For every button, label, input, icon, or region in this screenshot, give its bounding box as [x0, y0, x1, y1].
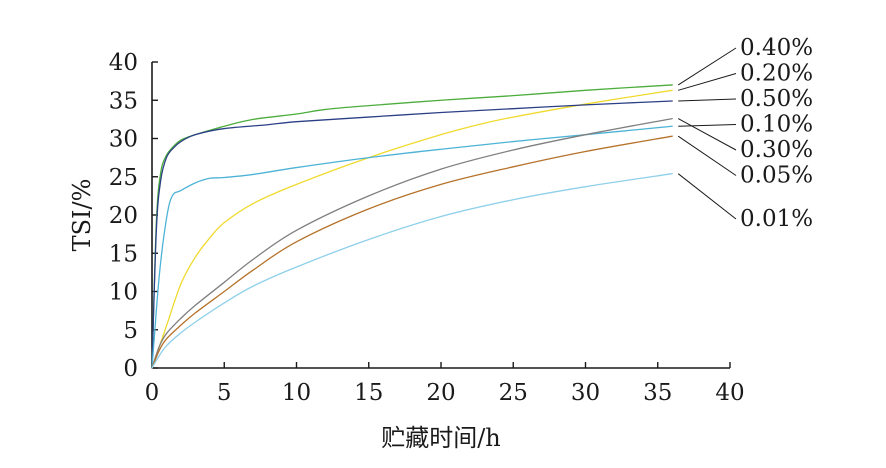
x-axis-title: 贮藏时间/h — [381, 424, 501, 452]
y-tick-label: 20 — [109, 203, 138, 229]
series-lines — [151, 84, 673, 369]
leader-line-020 — [678, 73, 737, 91]
x-tick-label: 35 — [643, 380, 672, 406]
y-tick-label: 40 — [109, 50, 138, 76]
y-tick-label: 25 — [109, 165, 138, 191]
series-label-005: 0.05% — [740, 163, 813, 189]
series-label-040: 0.40% — [740, 35, 813, 61]
x-tick-label: 0 — [145, 380, 160, 406]
series-line-001 — [151, 173, 673, 369]
y-axis-title: TSI/% — [68, 179, 96, 252]
y-tick-label: 0 — [123, 356, 138, 382]
x-tick-label: 15 — [354, 380, 383, 406]
leader-line-050 — [678, 98, 737, 102]
x-ticks: 0 5 10 15 20 25 30 35 40 — [145, 362, 745, 406]
series-label-001: 0.01% — [740, 206, 813, 232]
series-line-040 — [151, 84, 673, 369]
y-tick-label: 35 — [109, 88, 138, 114]
x-tick-label: 5 — [217, 380, 232, 406]
y-tick-label: 30 — [109, 127, 138, 153]
leader-line-001 — [677, 173, 737, 220]
series-label-010: 0.10% — [740, 112, 813, 138]
series-line-030 — [151, 117, 673, 369]
x-tick-label: 30 — [571, 380, 600, 406]
series-labels: 0.40%0.20%0.50%0.10%0.30%0.05% 0.01% — [677, 35, 813, 232]
series-line-010 — [151, 125, 673, 369]
series-line-020 — [151, 89, 673, 369]
x-tick-label: 10 — [282, 380, 311, 406]
x-tick-label: 20 — [426, 380, 455, 406]
series-line-050 — [151, 100, 673, 369]
x-tick-label: 25 — [499, 380, 528, 406]
y-tick-label: 15 — [109, 241, 138, 267]
y-tick-label: 10 — [109, 280, 138, 306]
leader-line-030 — [677, 118, 737, 151]
axes — [151, 62, 730, 369]
leader-line-005 — [677, 135, 737, 176]
series-line-005 — [151, 135, 673, 369]
series-label-020: 0.20% — [740, 61, 813, 87]
y-ticks: 0 5 10 15 20 25 30 35 40 — [109, 50, 158, 382]
leader-line-040 — [677, 47, 737, 86]
leader-line-010 — [678, 124, 737, 127]
x-tick-label: 40 — [715, 380, 744, 406]
y-tick-label: 5 — [123, 318, 138, 344]
series-label-050: 0.50% — [740, 86, 813, 112]
series-label-030: 0.30% — [740, 137, 813, 163]
